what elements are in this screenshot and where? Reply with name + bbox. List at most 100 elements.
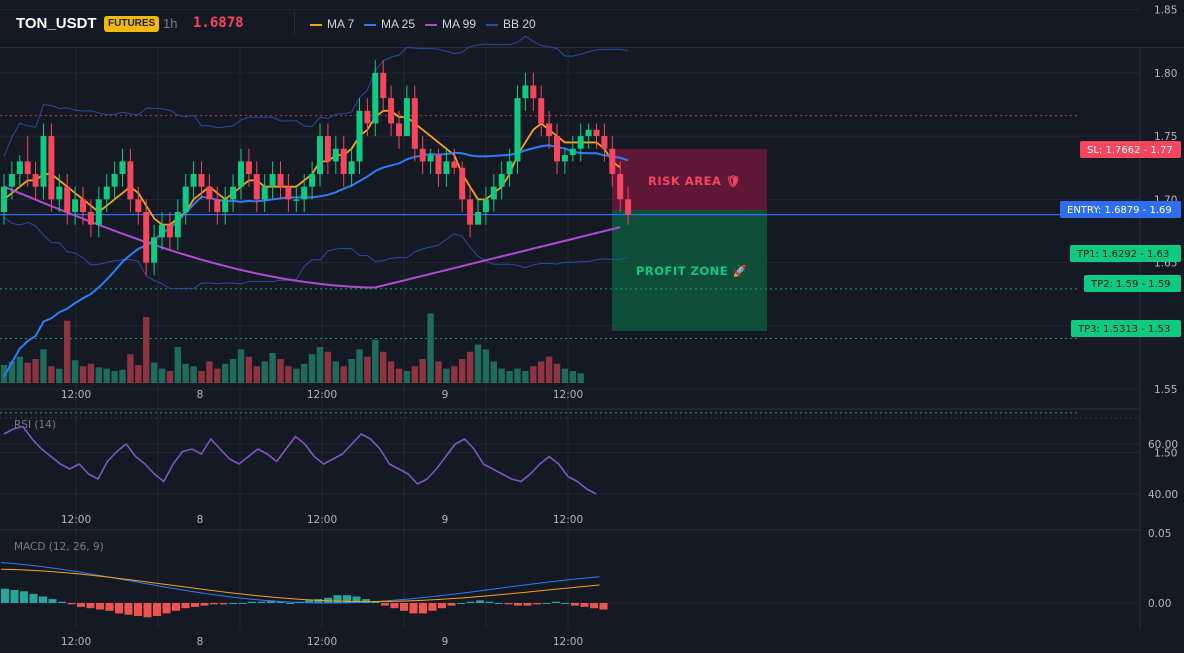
volume-bar	[111, 371, 118, 383]
candle-body	[419, 148, 426, 162]
candle-body	[538, 98, 545, 124]
rsi-pane[interactable]: RSI (14) 60.00 40.00	[0, 419, 1178, 501]
risk-area-label: RISK AREA 🛡	[648, 174, 741, 188]
candle-body	[127, 161, 134, 200]
candle-body	[490, 186, 497, 200]
time-tick-label: 8	[197, 636, 204, 648]
macd-hist-bar	[466, 601, 475, 603]
profit-zone-label: PROFIT ZONE 🚀	[636, 264, 748, 278]
candle-body	[396, 123, 402, 137]
volume-bar	[419, 359, 426, 383]
candle-body	[332, 148, 339, 162]
volume-bar	[79, 366, 87, 383]
candle-body	[135, 199, 142, 212]
macd-hist-bar	[48, 599, 57, 603]
candle-body	[498, 174, 505, 187]
legend-ma99[interactable]: MA 99	[425, 17, 476, 31]
candles	[1, 60, 632, 276]
volume-bar	[427, 313, 434, 383]
legend-bb20[interactable]: BB 20	[486, 17, 536, 31]
legend-ma25-swatch-icon	[364, 23, 376, 26]
volume-bar	[245, 356, 253, 383]
candle-body	[372, 72, 379, 124]
volume-bar	[190, 366, 197, 383]
macd-hist-bar	[542, 603, 551, 604]
legend-ma25-label: MA 25	[381, 17, 416, 31]
tp1-tag-text: TP1: 1.6292 - 1.63	[1076, 249, 1169, 260]
macd-hist-bar	[124, 603, 133, 615]
tp2-tag[interactable]: TP2: 1.59 - 1.59	[1084, 275, 1181, 292]
volume-bar	[372, 339, 379, 383]
candle-body	[159, 224, 165, 238]
volume-bar	[8, 361, 16, 383]
volume-bar	[127, 354, 134, 383]
macd-hist-bar	[343, 595, 351, 603]
candle-body	[561, 155, 568, 162]
rsi-title: RSI (14)	[14, 419, 56, 431]
candle-body	[554, 136, 560, 162]
volume-bar	[466, 351, 474, 383]
bb-lower	[3, 216, 629, 290]
entry-tag-bg	[1060, 201, 1181, 218]
candle-body	[80, 199, 86, 212]
last-price: 1.6878	[193, 15, 244, 31]
legend-ma7-swatch-icon	[310, 23, 322, 26]
candle-body	[546, 123, 553, 137]
volume-bar	[545, 356, 553, 383]
entry-tag[interactable]: ENTRY: 1.6879 - 1.69	[1060, 201, 1181, 218]
volume-bar	[324, 351, 332, 383]
macd-hist-bar	[58, 601, 66, 603]
volume-bar	[577, 373, 584, 383]
sl-tag[interactable]: SL: 1.7662 - 1.77	[1080, 141, 1181, 158]
legend-ma99-swatch-icon	[425, 23, 437, 26]
time-tick-label: 12:00	[553, 636, 583, 648]
futures-badge: FUTURES	[104, 16, 160, 32]
legend-ma7[interactable]: MA 7	[310, 17, 354, 31]
moving-averages	[3, 109, 629, 377]
tp1-tag[interactable]: TP1: 1.6292 - 1.63	[1070, 245, 1181, 262]
time-tick-label: 12:00	[307, 514, 337, 526]
volume-bar	[380, 351, 387, 383]
grid-lines	[0, 9, 1140, 628]
candle-body	[506, 161, 513, 175]
volume-bar	[229, 359, 237, 383]
candle-body	[206, 186, 213, 200]
macd-hist-bar	[333, 595, 342, 603]
volume-bar	[261, 361, 268, 383]
time-tick-label: 12:00	[61, 636, 91, 648]
candle-body	[214, 199, 221, 212]
symbol-label[interactable]: TON_USDT	[16, 15, 97, 32]
timeframe-label[interactable]: 1h	[163, 16, 178, 31]
candle-body	[427, 155, 434, 162]
macd-hist-bar	[267, 600, 275, 603]
candle-body	[230, 186, 237, 200]
candle-body	[301, 186, 308, 200]
macd-hist-bar	[552, 601, 560, 603]
volume-bar	[364, 356, 371, 383]
volume-bar	[387, 361, 395, 383]
candle-body	[625, 199, 632, 215]
macd-hist-bar	[229, 603, 237, 604]
macd-title: MACD (12, 26, 9)	[14, 541, 104, 553]
volume-bar	[498, 368, 505, 383]
volume-bar	[356, 349, 363, 383]
macd-hist-bar	[561, 603, 570, 604]
volume-bar	[150, 362, 158, 383]
sl-tag-text: SL: 1.7662 - 1.77	[1087, 145, 1173, 156]
macd-hist-bar	[590, 603, 598, 609]
macd-hist-bar	[219, 603, 228, 605]
candle-body	[601, 136, 608, 149]
volume-bar	[506, 371, 513, 383]
macd-hist-bar	[172, 603, 180, 611]
volume-bar	[332, 361, 339, 383]
candle-body	[103, 186, 110, 200]
legend-ma25[interactable]: MA 25	[364, 17, 415, 31]
macd-pane[interactable]: MACD (12, 26, 9) 0.05 0.00	[0, 528, 1171, 618]
macd-hist-bar	[210, 603, 218, 605]
tp3-tag[interactable]: TP3: 1.5313 - 1.53	[1071, 320, 1181, 337]
volume-bar	[237, 349, 245, 383]
candle-body	[40, 136, 47, 187]
volume-bar	[24, 362, 31, 383]
time-tick-label: 12:00	[61, 389, 91, 401]
